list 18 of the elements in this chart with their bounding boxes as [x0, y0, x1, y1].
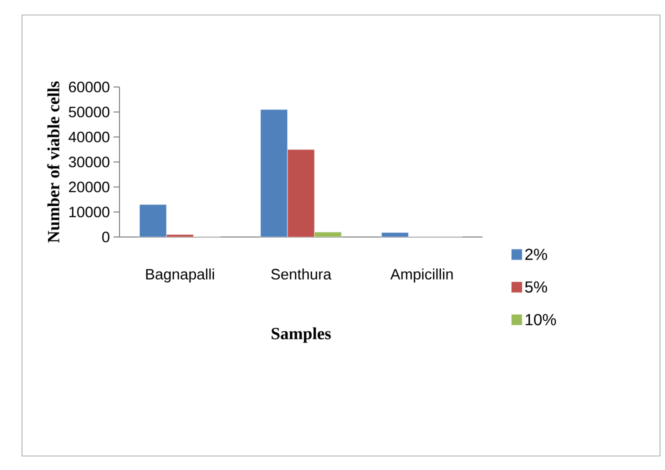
y-tick-label: 20000 [69, 182, 110, 192]
y-tick-label: 30000 [68, 156, 110, 168]
y-tick-label: 60000 [69, 82, 110, 92]
x-tick-label: Senthura [271, 268, 332, 280]
bar [260, 109, 288, 237]
legend-label: 2% [525, 248, 548, 260]
bar [287, 149, 315, 237]
x-tick-label: Ampicillin [390, 268, 453, 282]
y-tick-label: 0 [102, 232, 110, 242]
y-axis-title: Number of viable cells [47, 81, 60, 243]
legend-label: 10% [526, 314, 556, 326]
y-tick-label: 40000 [68, 132, 110, 142]
x-tick-label: Bagnapalli [146, 268, 214, 282]
y-tick-label: 50000 [68, 106, 110, 118]
legend-label: 5% [525, 281, 548, 293]
bar [139, 204, 167, 237]
x-axis-title: Samples [272, 327, 331, 343]
y-tick-label: 10000 [69, 206, 110, 218]
